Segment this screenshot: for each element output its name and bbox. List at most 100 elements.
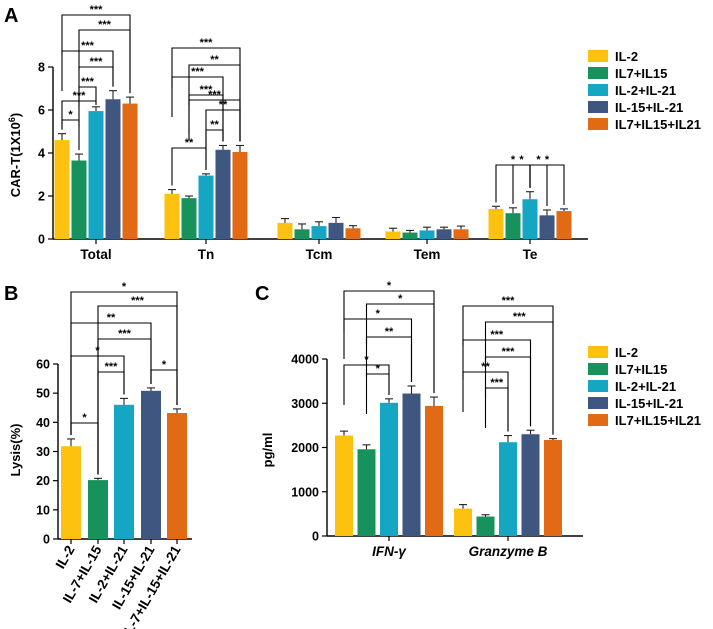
chart-c-legend-swatch [588, 380, 608, 392]
chart-c-legend-label: IL7+IL15 [615, 362, 667, 377]
chart-a-y-axis-label-exponent: 6 [7, 117, 17, 122]
chart-c-legend-label: IL7+IL15+IL21 [615, 413, 701, 428]
chart-c-significance-label: * [387, 280, 392, 292]
chart-c-significance-label: *** [502, 295, 516, 307]
chart-a-significance-label: *** [90, 4, 104, 16]
chart-a-bar [164, 193, 180, 239]
chart-a-bar [232, 151, 248, 239]
chart-a-legend-swatch [588, 84, 608, 96]
chart-c-significance-label: *** [502, 346, 516, 358]
chart-a-bar [71, 160, 87, 239]
chart-c-significance-label: *** [490, 377, 504, 389]
chart-a-category-label: Tn [198, 247, 215, 262]
chart-a-significance-bracket [171, 76, 224, 142]
chart-a-legend-swatch [588, 67, 608, 79]
chart-c-bar [476, 516, 495, 536]
chart-a-y-axis-label: CAR-T(1X106) [7, 113, 23, 197]
chart-c-legend-swatch [588, 397, 608, 409]
chart-b-bar [141, 390, 161, 539]
chart-a-significance-bracket [171, 47, 241, 142]
chart-a-category-label: Te [523, 247, 538, 262]
chart-c-significance-bracket [462, 339, 532, 427]
chart-c-significance-bracket [343, 318, 413, 382]
chart-c-legend-label: IL-2+IL-21 [615, 379, 676, 394]
chart-a-bar [54, 140, 70, 239]
chart-a-significance-bracket [171, 147, 207, 186]
chart-c-significance-label: *** [490, 329, 504, 341]
chart-a-legend-label: IL-2+IL-21 [615, 83, 676, 98]
chart-c-legend-label: IL-2 [615, 345, 638, 360]
chart-a-y-tick-label: 4 [38, 147, 45, 161]
chart-a-legend-label: IL-2 [615, 49, 638, 64]
chart-a-bar [556, 211, 572, 239]
chart-b-significance-bracket [70, 291, 178, 435]
chart-c-y-tick-label: 2000 [291, 441, 319, 455]
chart-c-significance-label: * [376, 308, 381, 320]
chart-a-bar [419, 230, 435, 239]
chart-a-bar [436, 229, 452, 239]
chart-c-significance-label: * [398, 293, 403, 305]
chart-a-significance-label: *** [81, 40, 95, 52]
chart-c-legend-swatch [588, 414, 608, 426]
chart-b-significance-bracket [97, 305, 178, 475]
chart-a-y-axis-label-text: CAR-T(1X10 [8, 122, 23, 197]
legend-c: IL-2 IL7+IL15 IL-2+IL-21 IL-15+IL-21 IL7+IL1… [588, 345, 701, 428]
chart-c-y-tick-label: 3000 [291, 397, 319, 411]
chart-b-significance-label: *** [131, 295, 145, 307]
chart-a-significance-label: * [536, 154, 541, 166]
chart-a-legend-label: IL-15+IL-21 [615, 100, 683, 115]
chart-a-bar [88, 111, 104, 239]
chart-c-significance-bracket [462, 305, 554, 435]
chart-c-bar [425, 405, 443, 536]
chart-a-bar [539, 215, 555, 239]
chart-a-significance-label: *** [90, 56, 104, 68]
panel-label-c: C [255, 283, 269, 305]
chart-a-significance-bracket [529, 164, 565, 205]
chart-b-y-tick-label: 50 [36, 387, 50, 401]
chart-c-bar [335, 435, 353, 536]
chart-c-y-axis-label: pg/ml [260, 433, 275, 468]
chart-b-significance-label: * [122, 281, 127, 293]
chart-b-lysis: 0102030405060IL-2IL-7+IL-15IL-2+IL-21IL-… [8, 281, 192, 629]
chart-a-y-tick-label: 8 [38, 61, 45, 75]
chart-a-bar [215, 149, 231, 239]
chart-a-bar [198, 175, 214, 239]
chart-a-bar [294, 229, 310, 239]
chart-c-significance-label: * [376, 363, 381, 375]
panel-label-b: B [4, 283, 18, 305]
chart-a-bar [385, 231, 401, 239]
chart-a-significance-label: ** [210, 54, 219, 66]
chart-c-bar [454, 508, 472, 536]
legend-a: IL-2 IL7+IL15 IL-2+IL-21 IL-15+IL-21 IL7+IL1… [588, 49, 701, 132]
chart-a-significance-label: *** [200, 84, 214, 96]
chart-b-bar [167, 413, 187, 539]
chart-c-legend-swatch [588, 363, 608, 375]
chart-a-significance-bracket [61, 14, 131, 94]
chart-b-y-tick-label: 40 [36, 416, 50, 430]
chart-a-category-label: Total [80, 247, 111, 262]
chart-a-bar [488, 208, 504, 239]
chart-b-bar [88, 480, 108, 539]
chart-c-bar [402, 393, 421, 536]
chart-b-y-axis-label: Lysis(%) [8, 424, 23, 477]
chart-c-bar [380, 402, 398, 536]
chart-c-significance-label: *** [513, 311, 527, 323]
chart-a-significance-label: * [519, 154, 524, 166]
chart-b-significance-label: ** [107, 312, 116, 324]
chart-a-significance-label: * [545, 154, 550, 166]
chart-b-y-tick-label: 30 [36, 445, 50, 459]
chart-c-y-tick-label: 4000 [291, 353, 319, 367]
chart-a-significance-label: ** [185, 137, 194, 149]
chart-b-bar [114, 404, 134, 539]
chart-c-y-tick-label: 0 [312, 530, 319, 544]
chart-b-significance-label: * [162, 359, 167, 371]
chart-a-bar [345, 228, 361, 239]
chart-a-significance-label: *** [200, 37, 214, 49]
chart-c-significance-bracket [484, 387, 509, 432]
chart-b-significance-label: * [82, 412, 87, 424]
chart-c-significance-label: ** [385, 326, 394, 338]
chart-a-legend-swatch [588, 50, 608, 62]
